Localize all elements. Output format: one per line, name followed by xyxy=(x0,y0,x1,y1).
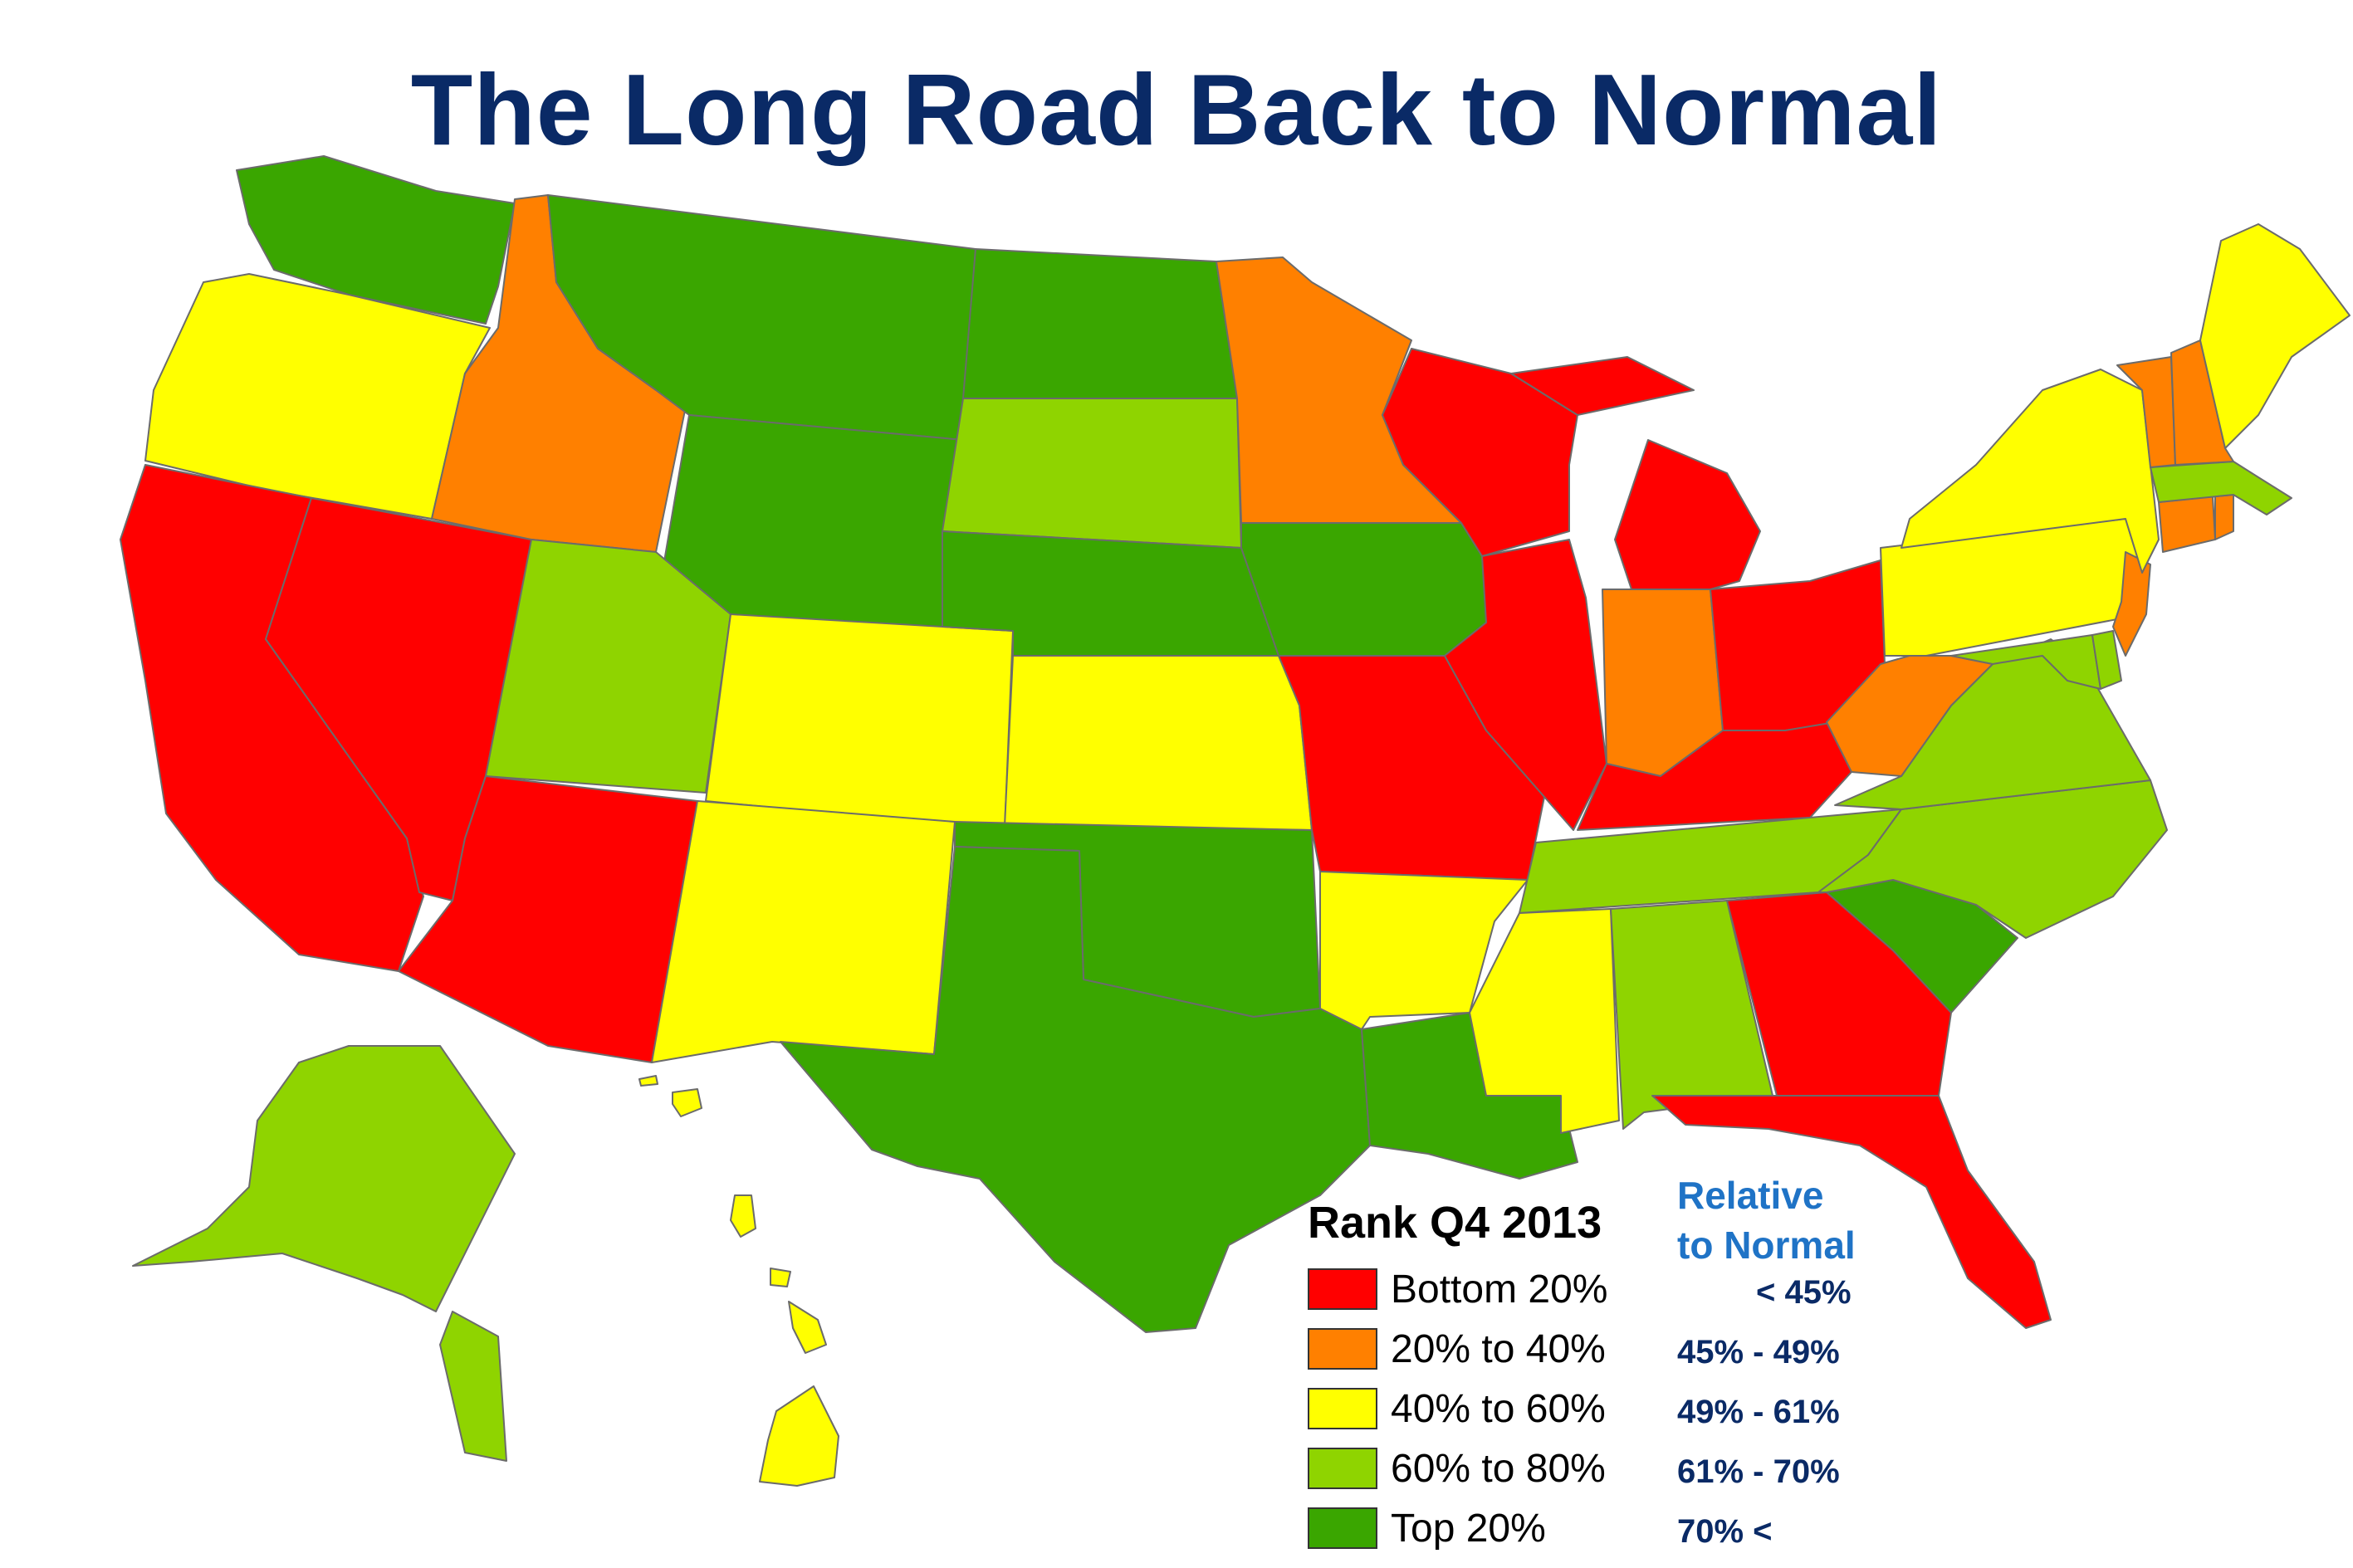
state-ct xyxy=(2158,496,2216,553)
legend-swatch-bottom xyxy=(1308,1268,1377,1310)
relative-title-line1: Relative xyxy=(1677,1174,1824,1217)
state-hi xyxy=(638,1075,839,1487)
relative-value-high: 61% - 70% xyxy=(1677,1453,1840,1490)
relative-value-low: 45% - 49% xyxy=(1677,1334,1840,1370)
state-vt xyxy=(2116,356,2176,468)
state-ar xyxy=(1319,871,1529,1030)
legend-swatch-mid xyxy=(1308,1388,1377,1429)
state-ak xyxy=(132,1045,516,1462)
relative-value-top: 70% < xyxy=(1677,1513,1773,1550)
legend-label-low: 20% to 40% xyxy=(1391,1327,1606,1371)
relative-value-bottom: < 45% xyxy=(1756,1274,1852,1311)
legend-label-bottom: Bottom 20% xyxy=(1391,1268,1608,1312)
state-ia xyxy=(1240,522,1487,657)
relative-value-mid: 49% - 61% xyxy=(1677,1394,1840,1430)
state-fl xyxy=(1651,1095,2052,1329)
state-nm xyxy=(651,800,956,1063)
state-mi xyxy=(1510,356,1761,590)
legend-swatch-high xyxy=(1308,1448,1377,1489)
state-wa xyxy=(236,155,516,325)
state-nd xyxy=(962,248,1238,399)
state-nj xyxy=(2112,551,2151,657)
legend-title: Rank Q4 2013 xyxy=(1308,1198,1602,1248)
state-me xyxy=(2199,223,2351,449)
legend-label-high: 60% to 80% xyxy=(1391,1447,1606,1491)
state-ks xyxy=(1004,655,1313,831)
relative-to-normal-title: Relative to Normal xyxy=(1677,1170,1856,1270)
state-ri xyxy=(2214,494,2234,540)
state-nc xyxy=(1817,779,2168,939)
map-title: The Long Road Back to Normal xyxy=(410,53,1943,166)
state-tx xyxy=(780,846,1371,1333)
state-co xyxy=(705,613,1014,831)
legend-swatch-top xyxy=(1308,1507,1377,1549)
state-il xyxy=(1444,539,1607,831)
legend-label-top: Top 20% xyxy=(1391,1507,1546,1551)
state-de xyxy=(2091,630,2122,690)
state-nh xyxy=(2170,339,2234,466)
state-sd xyxy=(942,398,1242,549)
legend-swatch-low xyxy=(1308,1328,1377,1370)
relative-title-line2: to Normal xyxy=(1677,1224,1856,1267)
legend-label-mid: 40% to 60% xyxy=(1391,1387,1606,1431)
state-ma xyxy=(2150,461,2292,515)
